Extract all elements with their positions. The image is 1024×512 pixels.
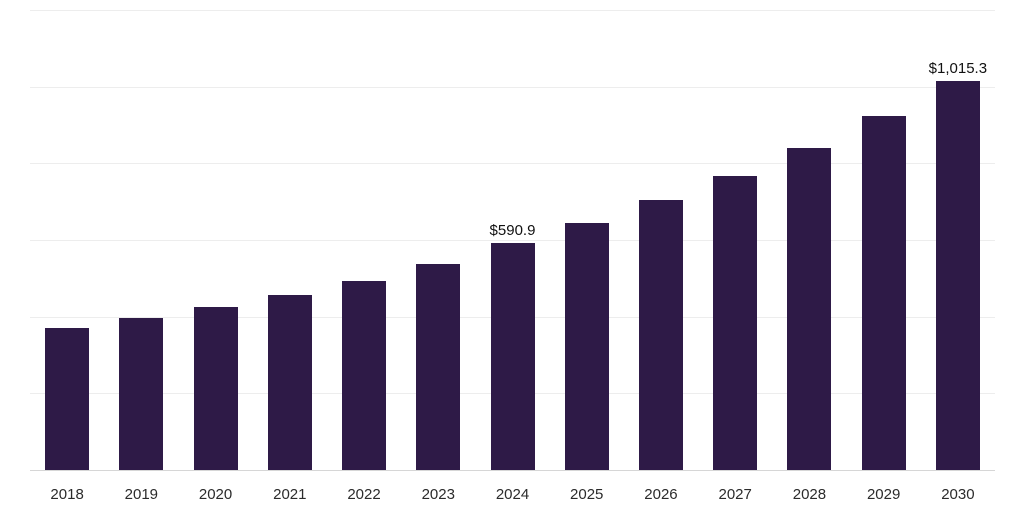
bar-2018: [45, 328, 90, 470]
x-tick-label-2027: 2027: [718, 486, 752, 503]
x-tick-label-2022: 2022: [347, 486, 381, 503]
x-tick-label-2030: 2030: [941, 486, 975, 503]
x-tick-label-2025: 2025: [570, 486, 604, 503]
bar-2023: [416, 263, 461, 470]
x-tick-label-2023: 2023: [421, 486, 455, 503]
x-tick-label-2029: 2029: [866, 486, 901, 503]
gridline: [30, 163, 995, 165]
bar-2030: [935, 80, 980, 470]
gridline: [30, 86, 995, 88]
bar-2022: [342, 281, 387, 470]
bar-2021: [267, 294, 312, 470]
gridline: [30, 240, 995, 241]
x-tick-label-2026: 2026: [644, 486, 678, 503]
bar-2019: [119, 318, 164, 470]
gridline: [30, 10, 995, 11]
bar-2027: [713, 176, 758, 470]
bar-2020: [193, 307, 238, 470]
bar-2028: [787, 147, 832, 470]
x-tick-label-2020: 2020: [198, 486, 233, 503]
bar-2024: [490, 243, 535, 470]
x-tick-label-2028: 2028: [792, 486, 827, 503]
x-tick-label-2018: 2018: [50, 486, 84, 503]
bar-value-label-2030: $1,015.3: [928, 59, 988, 77]
bar-2029: [861, 116, 906, 470]
x-tick-label-2019: 2019: [124, 486, 159, 503]
bar-2025: [564, 222, 609, 470]
bar-value-label-2024: $590.9: [489, 222, 536, 240]
x-tick-label-2024: 2024: [495, 486, 530, 503]
x-axis-line: [30, 470, 995, 471]
x-tick-label-2021: 2021: [273, 486, 307, 503]
bar-2026: [638, 200, 683, 470]
